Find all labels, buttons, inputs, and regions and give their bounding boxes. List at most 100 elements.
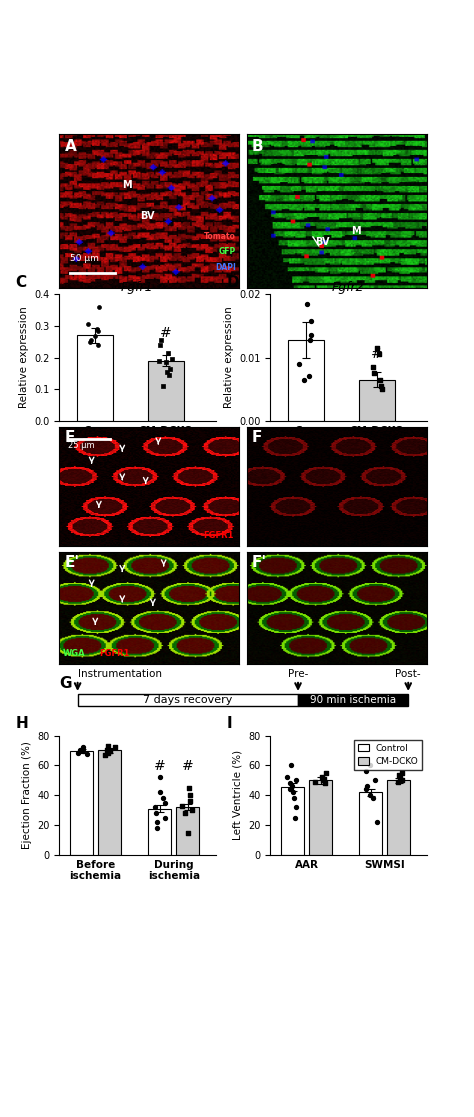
Text: M: M [122, 180, 132, 190]
Point [74, 744, 82, 762]
Point [396, 770, 404, 787]
Point [375, 345, 383, 363]
Point [165, 366, 173, 384]
Text: E': E' [64, 555, 80, 570]
Text: F': F' [252, 555, 267, 570]
Text: 90 min ischemia: 90 min ischemia [310, 695, 396, 705]
Point [94, 322, 102, 340]
Point [168, 350, 176, 367]
Point [318, 767, 326, 785]
Text: Instrumentation: Instrumentation [78, 669, 162, 679]
Title: Fgfr1: Fgfr1 [121, 281, 154, 295]
Point [162, 353, 170, 371]
Text: A: A [64, 139, 76, 154]
Point [156, 336, 164, 354]
Point [288, 777, 296, 795]
Text: Pre-: Pre- [288, 669, 308, 679]
Bar [359, 380, 395, 421]
Point [291, 790, 298, 808]
Text: #: # [371, 346, 383, 361]
Point [305, 367, 312, 385]
Point [321, 774, 329, 792]
Point [307, 331, 314, 349]
Bar [78, 694, 298, 706]
Text: #: # [160, 326, 172, 340]
Point [378, 380, 386, 398]
Point [320, 770, 328, 787]
Bar [176, 808, 200, 855]
Text: DAPI: DAPI [215, 262, 236, 271]
Point [153, 813, 161, 831]
Bar [70, 752, 93, 855]
Point [95, 336, 102, 354]
Point [151, 799, 159, 817]
Point [161, 794, 168, 812]
Point [186, 786, 194, 804]
Point [399, 764, 406, 782]
Text: 25 μm: 25 μm [68, 441, 95, 450]
Text: E: E [64, 430, 75, 446]
Bar [359, 792, 383, 855]
Point [107, 743, 114, 761]
Text: WGA: WGA [63, 649, 85, 658]
Text: #: # [154, 758, 165, 773]
Point [376, 371, 384, 389]
Point [166, 360, 174, 378]
Bar [148, 361, 183, 421]
Point [186, 792, 193, 810]
Point [303, 295, 311, 313]
Text: BV: BV [315, 237, 329, 247]
Point [292, 772, 300, 790]
Point [372, 772, 379, 790]
Point [91, 327, 99, 345]
Point [164, 363, 171, 381]
Point [76, 742, 84, 760]
Point [292, 809, 299, 827]
Point [394, 773, 402, 791]
Point [363, 777, 371, 795]
Text: B: B [252, 139, 264, 154]
Text: #: # [182, 758, 193, 773]
Point [83, 745, 91, 763]
Point [311, 773, 319, 791]
Point [156, 768, 164, 786]
Point [283, 768, 291, 786]
Point [80, 738, 87, 756]
Text: 50 μm: 50 μm [70, 254, 99, 262]
Point [87, 334, 94, 352]
Point [288, 756, 295, 774]
Point [159, 378, 167, 395]
Y-axis label: Relative expression: Relative expression [18, 307, 28, 409]
Bar [148, 809, 172, 855]
Y-axis label: Ejection Fraction (%): Ejection Fraction (%) [22, 742, 32, 849]
Point [184, 823, 192, 841]
Text: Post-: Post- [395, 669, 421, 679]
Point [301, 371, 308, 389]
Point [366, 786, 374, 804]
Text: GFP: GFP [219, 248, 236, 257]
Y-axis label: Relative expression: Relative expression [224, 307, 234, 409]
Point [369, 359, 376, 376]
Point [319, 772, 327, 790]
Point [103, 741, 110, 758]
Point [188, 801, 196, 819]
Point [308, 326, 315, 344]
Bar [298, 694, 408, 706]
Point [153, 804, 160, 822]
Point [179, 796, 186, 814]
Bar [288, 340, 324, 421]
Text: D: D [227, 275, 239, 289]
Title: Fgfr2: Fgfr2 [332, 281, 365, 295]
Point [308, 312, 315, 330]
Text: I: I [227, 716, 232, 732]
Bar [281, 787, 304, 855]
Text: FGFR1: FGFR1 [99, 649, 129, 658]
Point [322, 764, 330, 782]
Y-axis label: Left Ventricle (%): Left Ventricle (%) [233, 751, 243, 840]
Point [159, 790, 166, 808]
Text: F: F [252, 430, 262, 446]
Point [155, 352, 163, 370]
Text: Tomato: Tomato [204, 232, 236, 241]
Point [295, 355, 303, 373]
Point [101, 746, 109, 764]
